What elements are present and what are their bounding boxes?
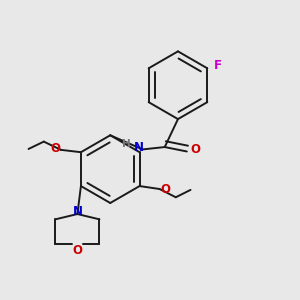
Text: O: O: [190, 143, 200, 157]
Text: O: O: [72, 244, 82, 257]
Text: H: H: [122, 139, 131, 148]
Text: O: O: [160, 182, 170, 196]
Text: O: O: [51, 142, 61, 155]
Text: N: N: [134, 141, 144, 154]
Text: F: F: [214, 59, 222, 72]
Text: N: N: [73, 205, 83, 218]
